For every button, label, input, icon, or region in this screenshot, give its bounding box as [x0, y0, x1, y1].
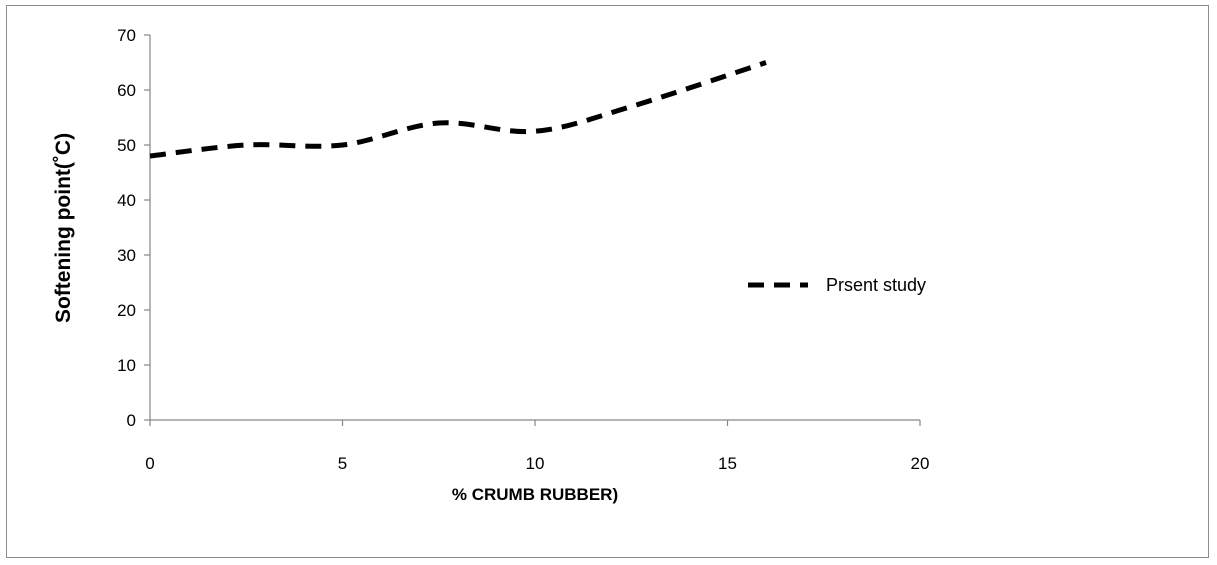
y-tick-label: 60: [117, 81, 136, 100]
legend-label-prsent-study: Prsent study: [826, 275, 926, 295]
y-tick-label: 70: [117, 26, 136, 45]
x-axis: 0 5 10 15 20: [145, 419, 930, 473]
x-tick-label: 15: [718, 454, 737, 473]
legend: Prsent study: [748, 275, 926, 295]
y-axis: 0 10 20 30 40 50 60 70: [117, 26, 151, 430]
series-line-prsent-study: [149, 60, 767, 159]
x-tick-label: 5: [338, 454, 347, 473]
x-tick-label: 10: [526, 454, 545, 473]
y-tick-label: 30: [117, 246, 136, 265]
x-tick-label: 0: [145, 454, 154, 473]
y-axis-title: Softening point(˚C): [52, 133, 75, 323]
x-axis-title: % CRUMB RUBBER): [452, 485, 618, 504]
chart-frame: [6, 5, 1209, 558]
y-tick-label: 50: [117, 136, 136, 155]
x-tick-label: 20: [911, 454, 930, 473]
y-tick-label: 10: [117, 356, 136, 375]
y-tick-label: 20: [117, 301, 136, 320]
y-tick-label: 40: [117, 191, 136, 210]
y-tick-label: 0: [127, 411, 136, 430]
series-layer: [149, 60, 767, 159]
